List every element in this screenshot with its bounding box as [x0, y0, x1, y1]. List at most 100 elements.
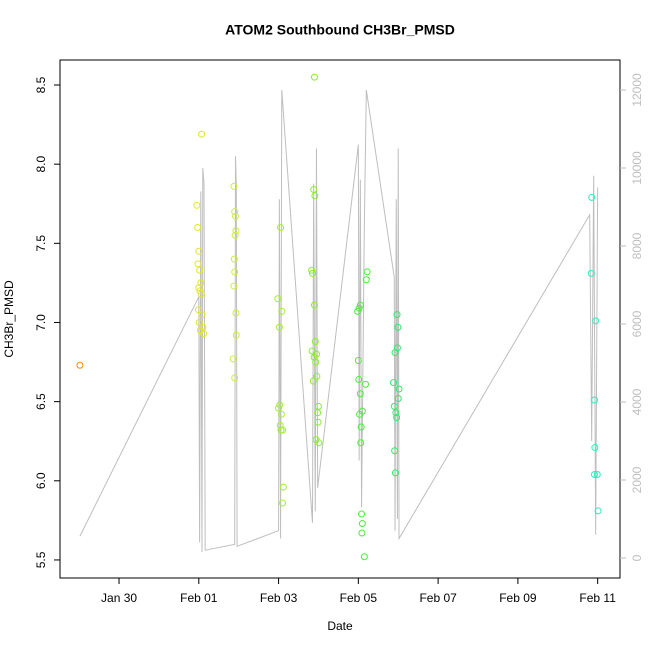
point — [198, 311, 206, 319]
plot-frame — [59, 59, 621, 579]
point — [230, 255, 238, 263]
y-axis-label: CH3Br_PMSD — [2, 280, 16, 358]
point — [356, 410, 364, 418]
point — [592, 317, 600, 325]
point — [311, 337, 319, 345]
x-axis-label: Date — [327, 619, 353, 633]
point — [588, 193, 596, 201]
point — [200, 330, 208, 338]
y2-tick-label: 10000 — [630, 151, 644, 185]
point — [393, 311, 401, 319]
point — [196, 266, 204, 274]
point — [391, 349, 399, 357]
chart-title: ATOM2 Southbound CH3Br_PMSD — [225, 22, 455, 38]
y2-tick-label: 8000 — [630, 232, 644, 259]
x-tick-label: Feb 01 — [180, 591, 218, 605]
point — [310, 73, 318, 81]
point — [312, 358, 320, 366]
point — [279, 426, 287, 434]
point — [393, 413, 401, 421]
y-tick-label: 6.0 — [34, 472, 48, 489]
y-tick-label: 8.5 — [34, 76, 48, 93]
point — [362, 276, 370, 284]
point — [356, 390, 364, 398]
point — [356, 301, 364, 309]
point — [362, 380, 370, 388]
point — [391, 447, 399, 455]
point — [310, 301, 318, 309]
y2-tick-label: 6000 — [630, 310, 644, 337]
x-tick-label: Feb 09 — [499, 591, 537, 605]
point — [395, 385, 403, 393]
point — [195, 247, 203, 255]
point — [308, 266, 316, 274]
y2-tick-label: 4000 — [630, 388, 644, 415]
point — [315, 439, 323, 447]
point — [591, 444, 599, 452]
point — [232, 227, 240, 235]
y-tick-label: 6.5 — [34, 393, 48, 410]
point — [197, 290, 205, 298]
point — [310, 353, 318, 361]
point — [76, 361, 84, 369]
point — [594, 507, 602, 515]
point — [309, 377, 317, 385]
point — [196, 287, 204, 295]
point — [390, 402, 398, 410]
point — [231, 208, 239, 216]
point — [275, 323, 283, 331]
point — [354, 307, 362, 315]
point — [194, 306, 202, 314]
point — [313, 372, 321, 380]
point — [314, 402, 322, 410]
point — [279, 483, 287, 491]
y2-tick-label: 12000 — [630, 73, 644, 107]
point — [310, 186, 318, 193]
point — [394, 323, 402, 331]
point — [590, 470, 598, 478]
point — [195, 284, 203, 292]
point — [274, 295, 282, 303]
point — [308, 269, 316, 277]
point — [355, 375, 363, 383]
point — [363, 268, 371, 276]
x-tick-label: Feb 11 — [579, 591, 616, 605]
point — [392, 409, 400, 417]
point — [232, 331, 240, 339]
x-tick-label: Feb 05 — [340, 591, 378, 605]
point — [194, 223, 202, 231]
line — [79, 89, 599, 553]
point — [231, 268, 239, 276]
point — [231, 374, 239, 382]
point — [391, 469, 399, 477]
point — [587, 269, 595, 277]
point — [230, 182, 238, 190]
point — [193, 201, 201, 209]
point — [357, 439, 365, 447]
point — [230, 282, 238, 290]
point — [231, 231, 239, 239]
y-tick-label: 7.0 — [34, 314, 48, 331]
point — [277, 410, 285, 418]
point — [278, 307, 286, 315]
point — [357, 423, 365, 431]
point — [195, 318, 203, 326]
point — [311, 192, 319, 200]
point — [360, 553, 368, 561]
point — [194, 260, 202, 268]
point — [593, 470, 601, 478]
point — [354, 356, 362, 364]
point — [279, 499, 287, 507]
point — [231, 212, 239, 220]
y2-tick-label: 0 — [630, 554, 644, 561]
point — [232, 309, 240, 317]
y2-tick-label: 2000 — [630, 466, 644, 493]
point — [389, 379, 397, 387]
point — [276, 401, 284, 409]
point — [229, 355, 237, 363]
point — [277, 223, 285, 231]
y-tick-label: 8.0 — [34, 156, 48, 173]
x-tick-label: Jan 30 — [101, 591, 137, 605]
x-tick-label: Feb 07 — [419, 591, 457, 605]
